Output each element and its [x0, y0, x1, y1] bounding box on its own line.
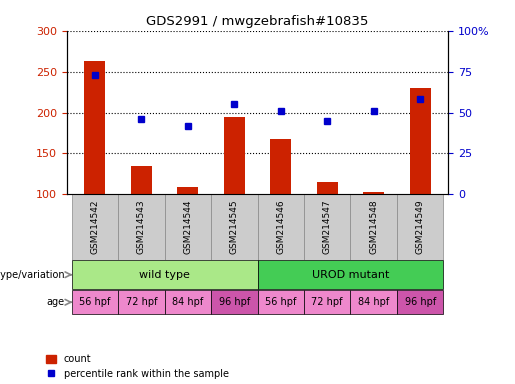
- Text: GSM214542: GSM214542: [90, 200, 99, 254]
- Bar: [304, 290, 350, 314]
- Bar: [165, 194, 211, 260]
- Bar: [397, 290, 443, 314]
- Text: 72 hpf: 72 hpf: [126, 297, 157, 307]
- Text: age: age: [46, 297, 64, 307]
- Text: 56 hpf: 56 hpf: [79, 297, 111, 307]
- Bar: [350, 194, 397, 260]
- Bar: [118, 194, 165, 260]
- Text: 72 hpf: 72 hpf: [312, 297, 343, 307]
- Text: GSM214548: GSM214548: [369, 200, 378, 255]
- Text: 84 hpf: 84 hpf: [172, 297, 203, 307]
- Bar: [304, 194, 350, 260]
- Bar: [211, 194, 258, 260]
- Text: 96 hpf: 96 hpf: [405, 297, 436, 307]
- Bar: [258, 194, 304, 260]
- Bar: [350, 290, 397, 314]
- Bar: [410, 88, 431, 194]
- Text: 84 hpf: 84 hpf: [358, 297, 389, 307]
- Bar: [258, 260, 443, 289]
- Text: GSM214544: GSM214544: [183, 200, 192, 254]
- Bar: [118, 290, 165, 314]
- Text: 56 hpf: 56 hpf: [265, 297, 297, 307]
- Bar: [72, 290, 118, 314]
- Bar: [397, 194, 443, 260]
- Bar: [211, 290, 258, 314]
- Bar: [258, 290, 304, 314]
- Bar: [177, 187, 198, 194]
- Text: genotype/variation: genotype/variation: [0, 270, 64, 280]
- Text: UROD mutant: UROD mutant: [312, 270, 389, 280]
- Text: GSM214546: GSM214546: [276, 200, 285, 255]
- Bar: [224, 118, 245, 194]
- Text: GSM214545: GSM214545: [230, 200, 239, 255]
- Title: GDS2991 / mwgzebrafish#10835: GDS2991 / mwgzebrafish#10835: [146, 15, 369, 28]
- Text: 96 hpf: 96 hpf: [219, 297, 250, 307]
- Legend: count, percentile rank within the sample: count, percentile rank within the sample: [46, 354, 229, 379]
- Text: wild type: wild type: [139, 270, 190, 280]
- Bar: [317, 182, 338, 194]
- Bar: [270, 139, 291, 194]
- Text: GSM214543: GSM214543: [137, 200, 146, 255]
- Bar: [131, 166, 152, 194]
- Bar: [84, 61, 105, 194]
- Bar: [165, 290, 211, 314]
- Text: GSM214547: GSM214547: [323, 200, 332, 255]
- Bar: [72, 194, 118, 260]
- Bar: [72, 260, 258, 289]
- Text: GSM214549: GSM214549: [416, 200, 425, 255]
- Bar: [363, 192, 384, 194]
